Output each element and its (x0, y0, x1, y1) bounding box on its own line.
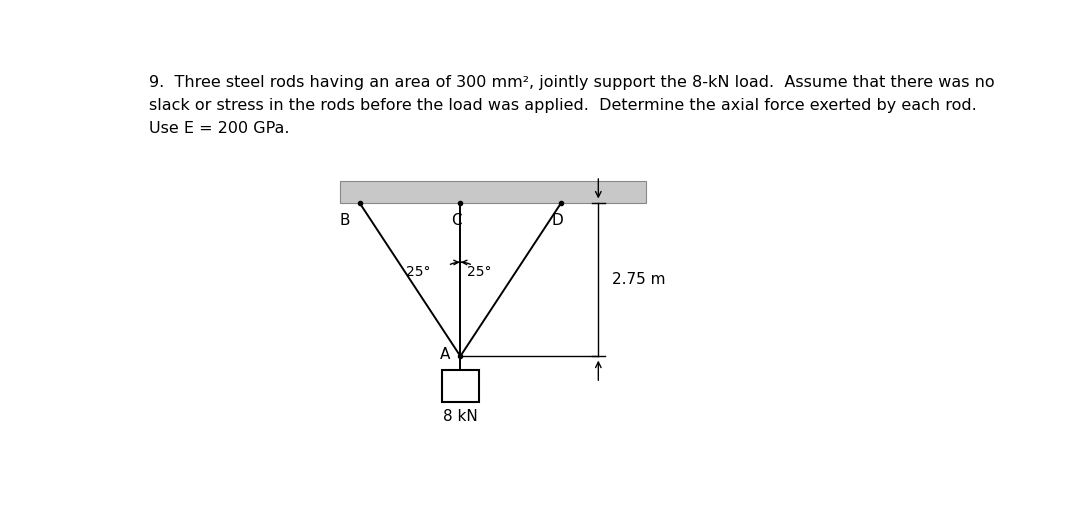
Text: B: B (339, 213, 350, 228)
Text: Use E = 200 GPa.: Use E = 200 GPa. (149, 121, 289, 136)
Text: slack or stress in the rods before the load was applied.  Determine the axial fo: slack or stress in the rods before the l… (149, 98, 976, 113)
Text: C: C (451, 213, 462, 228)
Text: A: A (440, 347, 450, 362)
Text: 9.  Three steel rods having an area of 300 mm², jointly support the 8-kN load.  : 9. Three steel rods having an area of 30… (149, 75, 995, 90)
Text: 25°: 25° (407, 265, 431, 279)
Bar (340, 181, 646, 203)
Text: 25°: 25° (466, 265, 491, 279)
Text: 8 kN: 8 kN (443, 408, 478, 423)
Bar (441, 370, 479, 402)
Text: 2.75 m: 2.75 m (612, 272, 666, 287)
Text: D: D (551, 213, 563, 228)
